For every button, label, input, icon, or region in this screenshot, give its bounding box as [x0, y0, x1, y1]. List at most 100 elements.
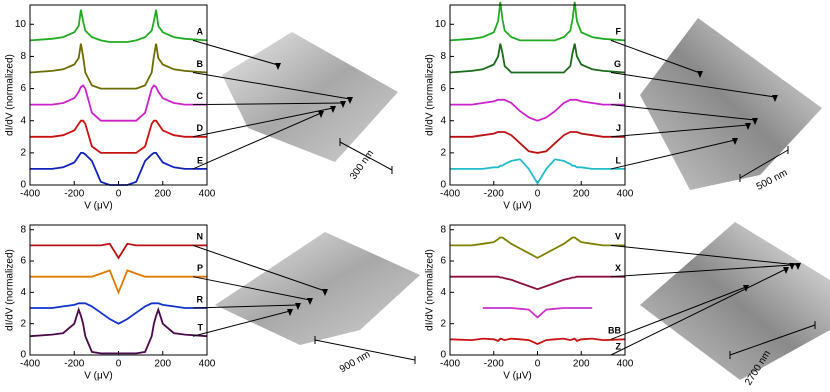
x-tick-label: 400	[199, 359, 216, 370]
pointer	[610, 104, 756, 121]
topograph	[640, 18, 822, 190]
series-label: D	[197, 123, 204, 133]
pointer-head	[745, 123, 751, 130]
series-label: E	[197, 155, 203, 165]
pointer-head	[287, 309, 293, 316]
series-label: B	[197, 59, 204, 69]
scale-bar	[314, 138, 816, 364]
pointer-head	[743, 285, 749, 292]
series-label: F	[616, 27, 622, 37]
x-axis-label: V (μV)	[503, 371, 532, 382]
series-label: Z	[616, 341, 622, 351]
x-axis-label: V (μV)	[84, 371, 113, 382]
spectrum	[29, 43, 208, 90]
pointer-head	[275, 63, 281, 70]
pointer-head	[322, 289, 328, 296]
pointer-head	[295, 303, 301, 310]
pointer	[610, 268, 787, 356]
series-label: A	[197, 27, 204, 37]
plot-frame	[449, 224, 626, 356]
x-tick-label: 0	[116, 359, 122, 370]
y-tick-label: 6	[440, 83, 446, 94]
pointer-head	[795, 263, 801, 270]
pointer-head	[340, 101, 346, 108]
x-tick-label: 0	[535, 359, 541, 370]
pointer	[192, 310, 291, 337]
y-tick-label: 2	[20, 318, 26, 329]
series-label: I	[618, 91, 621, 101]
scale-label: 900 nm	[338, 349, 372, 375]
y-axis-label: dI/dV (normalized)	[5, 54, 16, 136]
pointer-head	[697, 71, 703, 78]
spectrum	[449, 1, 626, 42]
series-label: G	[614, 59, 621, 69]
spectrum	[30, 242, 207, 260]
x-axis-label: V (μV)	[503, 201, 532, 212]
pointer	[192, 244, 326, 292]
series-label: C	[197, 91, 204, 101]
x-tick-label: 400	[617, 359, 634, 370]
x-tick-label: -200	[484, 189, 504, 200]
y-tick-label: 6	[20, 83, 26, 94]
spectrum	[450, 275, 625, 291]
series-label: T	[198, 323, 204, 333]
spectrum	[29, 306, 208, 355]
y-axis-label: dI/dV (normalized)	[5, 249, 16, 331]
pointer-head	[783, 267, 789, 274]
spectrum	[30, 119, 207, 154]
pointer	[192, 112, 322, 170]
pointer	[192, 276, 311, 301]
y-tick-label: 2	[440, 318, 446, 329]
pointer	[610, 39, 701, 74]
y-tick-label: 2	[440, 147, 446, 158]
series-label: L	[616, 155, 622, 165]
y-tick-label: 4	[440, 287, 446, 298]
spectrum	[449, 43, 626, 74]
spectrum	[450, 131, 625, 154]
x-tick-label: 200	[573, 359, 590, 370]
x-tick-label: 200	[573, 189, 590, 200]
y-tick-label: 8	[20, 51, 26, 62]
y-tick-label: 4	[440, 115, 446, 126]
x-tick-label: 400	[617, 189, 634, 200]
spectrum	[30, 152, 207, 186]
plot-frame	[29, 4, 208, 186]
y-tick-label: 0	[20, 350, 26, 361]
x-tick-label: -400	[440, 359, 460, 370]
topograph	[640, 222, 830, 380]
x-tick-label: 200	[154, 189, 171, 200]
series-label: P	[197, 263, 203, 273]
x-tick-label: -200	[484, 359, 504, 370]
pointer-head	[752, 118, 758, 125]
x-tick-label: -400	[20, 359, 40, 370]
y-tick-label: 10	[435, 19, 447, 30]
pointer	[610, 72, 776, 98]
pointer	[192, 304, 299, 309]
spectrum	[29, 9, 208, 43]
pointer	[610, 244, 799, 266]
y-tick-label: 4	[20, 287, 26, 298]
plot-frame	[29, 224, 208, 356]
scale-label: 300 nm	[348, 148, 376, 182]
pointer	[610, 124, 749, 138]
x-tick-label: -400	[20, 189, 40, 200]
spectrum	[450, 98, 625, 122]
pointer-head	[789, 263, 795, 270]
spectrum	[482, 307, 593, 319]
series-label: BB	[608, 326, 621, 336]
pointer	[192, 102, 344, 106]
pointer-head	[318, 111, 324, 118]
series-label: J	[616, 123, 621, 133]
spectrum	[450, 158, 625, 186]
plot-frame	[449, 4, 626, 186]
x-tick-label: -400	[440, 189, 460, 200]
topograph	[222, 32, 398, 162]
y-tick-label: 6	[440, 256, 446, 267]
pointer	[610, 286, 747, 340]
spectrum	[449, 337, 626, 345]
y-tick-label: 6	[20, 256, 26, 267]
y-axis-label: dI/dV (normalized)	[425, 54, 436, 136]
x-tick-label: -200	[64, 359, 84, 370]
x-tick-label: 0	[535, 189, 541, 200]
y-tick-label: 4	[20, 115, 26, 126]
